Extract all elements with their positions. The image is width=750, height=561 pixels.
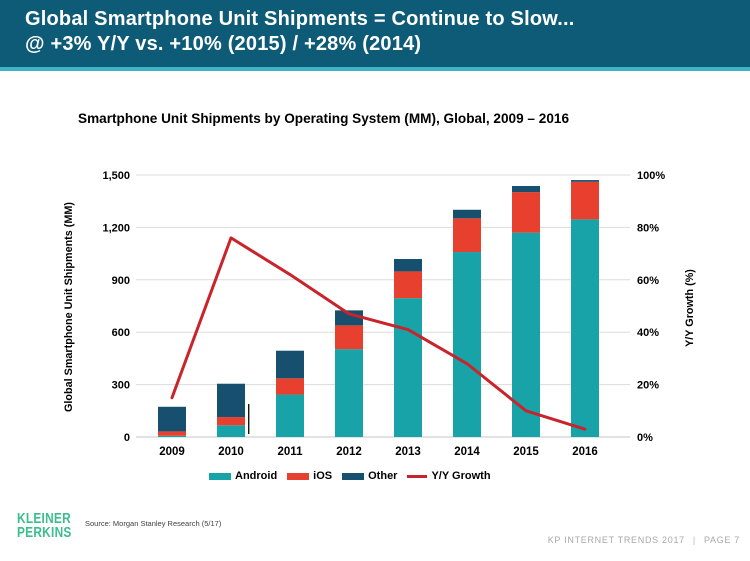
bar-segment-other-2009 <box>158 406 186 432</box>
x-axis-label-2014: 2014 <box>454 446 480 458</box>
bar-segment-ios-2010 <box>217 417 245 426</box>
right-axis-tick-label: 100% <box>637 170 665 182</box>
page-number: PAGE 7 <box>703 535 740 545</box>
header-title-line-2: @ +3% Y/Y vs. +10% (2015) / +28% (2014) <box>25 33 422 55</box>
chart-legend: Android iOS Other Y/Y Growth <box>209 470 491 482</box>
x-axis-label-2015: 2015 <box>513 446 539 458</box>
bar-segment-ios-2015 <box>512 192 540 233</box>
slide-header: Global Smartphone Unit Shipments = Conti… <box>0 0 750 67</box>
right-axis-tick-label: 40% <box>637 327 659 339</box>
bar-segment-android-2014 <box>453 252 481 437</box>
logo-line-2: PERKINS <box>17 524 72 541</box>
footer-separator: | <box>692 535 696 545</box>
bar-segment-android-2009 <box>158 435 186 437</box>
bar-segment-android-2012 <box>335 349 363 437</box>
deck-label: KP INTERNET TRENDS 2017 <box>547 535 685 545</box>
ios-swatch-icon <box>287 472 310 480</box>
legend-label-ios: iOS <box>313 470 333 482</box>
right-axis-tick-label: 20% <box>637 380 659 392</box>
bar-segment-ios-2012 <box>335 325 363 350</box>
bar-segment-other-2013 <box>394 259 422 272</box>
bar-segment-other-2010 <box>217 383 245 418</box>
stray-cursor-mark <box>248 404 250 434</box>
other-swatch-icon <box>342 472 365 480</box>
chart-title: Smartphone Unit Shipments by Operating S… <box>78 111 570 126</box>
bar-segment-other-2015 <box>512 186 540 193</box>
android-swatch-icon <box>209 472 231 480</box>
logo-line-1: KLEINER <box>17 511 71 527</box>
right-axis-tick-label: 60% <box>637 275 659 287</box>
legend-label-android: Android <box>235 470 278 482</box>
source-note: Source: Morgan Stanley Research (5/17) <box>85 519 222 528</box>
left-axis-tick-label: 0 <box>124 432 130 444</box>
left-axis-tick-label: 1,500 <box>102 170 130 182</box>
legend-label-other: Other <box>368 470 398 482</box>
bar-segment-android-2011 <box>276 394 304 437</box>
bar-segment-android-2016 <box>571 219 599 437</box>
bar-segment-android-2015 <box>512 232 540 437</box>
bar-segment-other-2012 <box>335 310 363 326</box>
legend-item-android: Android <box>209 470 277 482</box>
left-axis-tick-label: 300 <box>112 380 130 392</box>
legend-label-yy-growth: Y/Y Growth <box>431 470 491 482</box>
header-title-line-1: Global Smartphone Unit Shipments = Conti… <box>25 8 575 30</box>
x-axis-label-2012: 2012 <box>336 446 362 458</box>
bar-segment-android-2013 <box>394 298 422 437</box>
right-axis-tick-label: 80% <box>637 222 659 234</box>
x-axis-label-2010: 2010 <box>218 446 244 458</box>
bar-segment-other-2016 <box>571 180 599 182</box>
x-axis-label-2011: 2011 <box>278 446 304 458</box>
right-axis-tick-label: 0% <box>637 432 653 444</box>
legend-item-yy-growth: Y/Y Growth <box>407 470 491 482</box>
bar-segment-other-2014 <box>453 209 481 219</box>
bar-segment-ios-2013 <box>394 271 422 299</box>
bar-segment-other-2011 <box>276 350 304 379</box>
bar-segment-ios-2014 <box>453 218 481 253</box>
bar-segment-ios-2011 <box>276 378 304 395</box>
kleiner-perkins-logo: KLEINER PERKINS <box>17 511 72 541</box>
bar-segment-android-2010 <box>217 425 245 437</box>
bar-segment-ios-2009 <box>158 431 186 436</box>
header-accent-bar <box>0 67 750 71</box>
footer-page-info: KP INTERNET TRENDS 2017 | PAGE 7 <box>548 535 740 545</box>
bar-segment-ios-2016 <box>571 181 599 220</box>
x-axis-label-2009: 2009 <box>159 446 185 458</box>
yy-growth-line <box>170 236 587 431</box>
left-axis-tick-label: 1,200 <box>102 222 130 234</box>
left-axis-tick-label: 900 <box>112 275 130 287</box>
legend-item-other: Other <box>342 470 397 482</box>
legend-item-ios: iOS <box>287 470 332 482</box>
left-axis-tick-label: 600 <box>112 327 130 339</box>
yy-growth-line-swatch-icon <box>407 474 428 478</box>
x-axis-label-2013: 2013 <box>395 446 421 458</box>
x-axis-label-2016: 2016 <box>572 446 598 458</box>
